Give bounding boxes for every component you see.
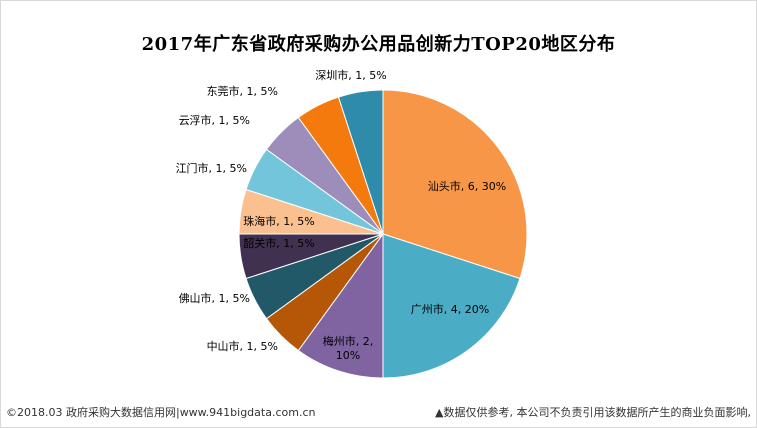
pie-slice-1 bbox=[382, 89, 528, 280]
pie-slice-11 bbox=[337, 89, 384, 235]
chart-title: 2017年广东省政府采购办公用品创新力TOP20地区分布 bbox=[141, 34, 616, 55]
data-label-9: 云浮市, 1, 5% bbox=[179, 113, 250, 127]
data-label-1: 汕头市, 6, 30% bbox=[428, 179, 506, 193]
data-label-3: 梅州市, 2, 10% bbox=[323, 334, 374, 362]
data-label-10: 东莞市, 1, 5% bbox=[207, 84, 278, 98]
data-label-5: 佛山市, 1, 5% bbox=[179, 291, 250, 305]
data-label-11: 深圳市, 1, 5% bbox=[315, 68, 386, 82]
data-label-4: 中山市, 1, 5% bbox=[207, 339, 278, 353]
data-label-2: 广州市, 4, 20% bbox=[411, 302, 489, 316]
footer-copyright: ©2018.03 政府采购大数据信用网|www.941bigdata.com.c… bbox=[6, 406, 316, 419]
data-label-8: 江门市, 1, 5% bbox=[176, 161, 247, 175]
pie-slice-2 bbox=[382, 233, 521, 379]
pie-slice-3 bbox=[297, 232, 384, 379]
data-label-6: 韶关市, 1, 5% bbox=[243, 236, 314, 250]
footer-disclaimer: ▲数据仅供参考, 本公司不负责引用该数据所产生的商业负面影响, bbox=[435, 406, 751, 419]
data-label-7: 珠海市, 1, 5% bbox=[243, 214, 314, 228]
